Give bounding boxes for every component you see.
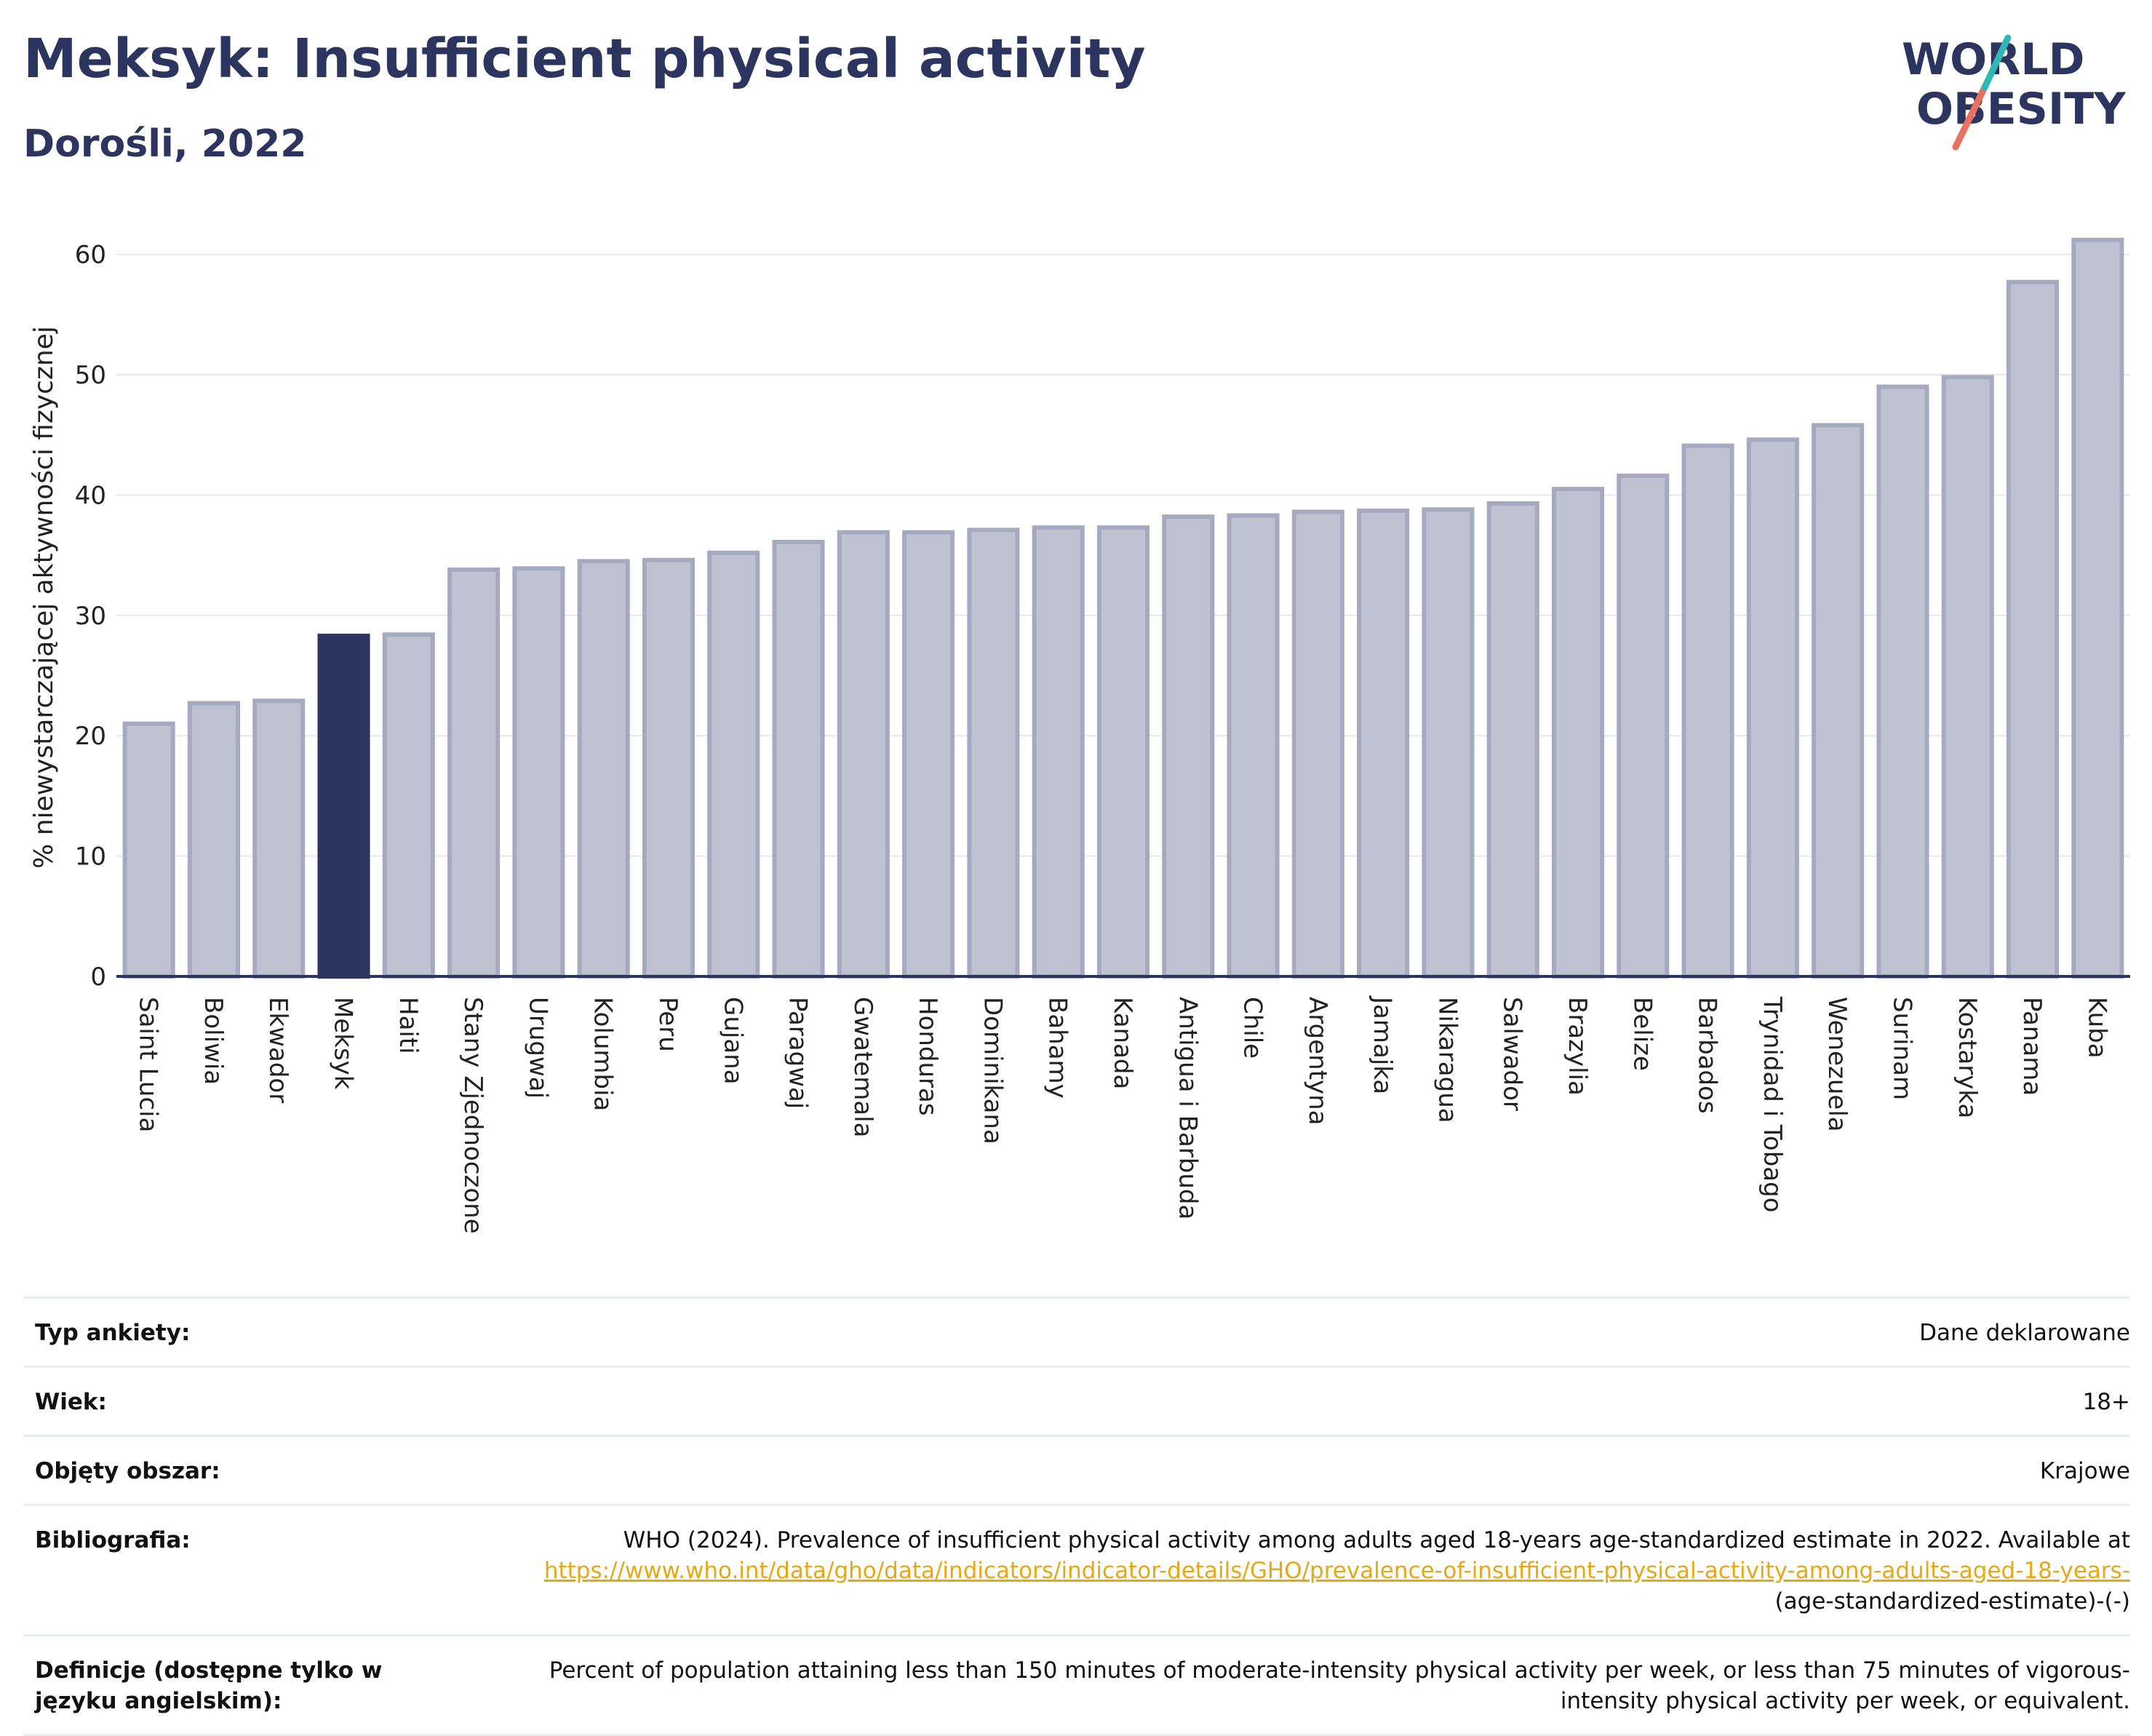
x-tick-label: Saint Lucia	[134, 997, 163, 1132]
meta-row-bibliography: Bibliografia: WHO (2024). Prevalence of …	[23, 1504, 2130, 1634]
bar	[772, 539, 825, 979]
bibliography-suffix: (age-standardized-estimate)-(-)	[1774, 1588, 2130, 1614]
bar	[1812, 423, 1865, 979]
bar	[1291, 509, 1344, 979]
meta-key: Objęty obszar:	[35, 1458, 220, 1484]
bar	[512, 566, 565, 979]
x-tick-label: Wenezuela	[1822, 997, 1852, 1132]
x-tick-label: Bahamy	[1043, 997, 1072, 1099]
bar	[317, 633, 370, 979]
y-tick-label: 10	[75, 843, 106, 872]
bar	[902, 530, 955, 979]
bar	[1162, 514, 1215, 979]
meta-value: Dane deklarowane	[1919, 1320, 2130, 1346]
bar	[1617, 473, 1670, 979]
x-tick-label: Salwador	[1498, 997, 1527, 1111]
x-tick-label: Belize	[1627, 997, 1657, 1071]
x-tick-label: Ekwador	[263, 997, 292, 1103]
bar	[1681, 443, 1734, 979]
x-tick-label: Trynidad i Tobago	[1758, 996, 1787, 1213]
bar	[1941, 375, 1994, 979]
x-tick-label: Barbados	[1693, 997, 1722, 1114]
y-axis-label: % niewystarczającej aktywności fizycznej	[29, 326, 59, 869]
bar	[252, 698, 306, 979]
bar-chart: 0 10 20 30 40 50 60 % niewystarczającej aktywno…	[29, 237, 2130, 1234]
logo-line2: OBESITY	[1916, 84, 2127, 135]
x-tick-label: Honduras	[913, 997, 942, 1116]
x-tick-label: Gwatemala	[848, 997, 877, 1137]
y-tick-label: 40	[75, 481, 106, 510]
meta-row-survey-type: Typ ankiety: Dane deklarowane	[23, 1297, 2130, 1366]
bar	[187, 701, 240, 979]
bar	[1096, 525, 1150, 979]
x-tick-label: Panama	[2017, 997, 2047, 1096]
x-tick-label: Dominikana	[978, 997, 1007, 1144]
bar	[1032, 525, 1085, 979]
bar	[122, 721, 175, 979]
x-tick-label: Paragwaj	[784, 997, 813, 1109]
x-tick-label: Boliwia	[199, 997, 228, 1085]
y-tick-label: 60	[75, 241, 106, 270]
bar	[1422, 507, 1475, 979]
meta-value: Percent of population attaining less tha…	[549, 1657, 2130, 1714]
x-tick-label: Peru	[653, 997, 682, 1052]
bar	[1746, 437, 1799, 979]
meta-key: Bibliografia:	[35, 1527, 191, 1553]
x-tick-label: Jamajka	[1368, 995, 1397, 1094]
y-tick-label: 50	[75, 361, 106, 390]
meta-row-coverage: Objęty obszar: Krajowe	[23, 1435, 2130, 1504]
meta-key: Wiek:	[35, 1389, 107, 1415]
bar	[2071, 237, 2124, 979]
bar	[382, 632, 435, 979]
meta-key: Typ ankiety:	[35, 1320, 191, 1346]
x-tick-label: Stany Zjednoczone	[458, 997, 487, 1234]
meta-row-definitions: Definicje (dostępne tylko w języku angie…	[23, 1634, 2130, 1736]
bar	[707, 550, 760, 979]
x-tick-label: Argentyna	[1303, 997, 1332, 1126]
meta-value: WHO (2024). Prevalence of insufficient p…	[530, 1525, 2130, 1617]
meta-value: Krajowe	[2039, 1458, 2130, 1484]
bar	[577, 559, 630, 979]
bar	[967, 527, 1020, 979]
x-tick-label: Chile	[1238, 997, 1267, 1059]
x-tick-label: Kuba	[2082, 997, 2111, 1059]
bar	[1876, 384, 1929, 979]
bar	[1357, 508, 1410, 979]
x-tick-label: Nikaragua	[1432, 997, 1462, 1123]
x-tick-label: Meksyk	[329, 997, 358, 1090]
bar	[1551, 487, 1605, 979]
meta-row-age: Wiek: 18+	[23, 1366, 2130, 1435]
page-title: Meksyk: Insufficient physical activity	[23, 28, 1146, 90]
world-obesity-logo: WORLD OBESITY	[1902, 34, 2127, 151]
x-tick-label: Kolumbia	[589, 997, 618, 1111]
bar	[2006, 279, 2060, 979]
x-tick-label: Brazylia	[1563, 997, 1592, 1096]
page-subtitle: Dorośli, 2022	[23, 122, 307, 166]
x-tick-label: Kanada	[1108, 997, 1137, 1089]
bar	[1227, 513, 1280, 979]
x-tick-label: Surinam	[1887, 997, 1916, 1100]
bibliography-link[interactable]: https://www.who.int/data/gho/data/indica…	[543, 1558, 2130, 1584]
x-tick-label: Antigua i Barbuda	[1173, 997, 1202, 1219]
bar	[447, 567, 501, 979]
y-tick-label: 30	[75, 602, 106, 631]
bibliography-text: WHO (2024). Prevalence of insufficient p…	[623, 1527, 2130, 1553]
bar	[642, 557, 696, 979]
bar	[1486, 501, 1539, 979]
y-tick-label: 0	[90, 963, 106, 992]
x-tick-label: Urugwaj	[523, 997, 552, 1099]
x-tick-label: Haiti	[394, 997, 423, 1054]
metadata-table: Typ ankiety: Dane deklarowane Wiek: 18+ …	[23, 1297, 2130, 1736]
x-tick-label: Kostaryka	[1953, 997, 1982, 1118]
x-tick-label: Gujana	[718, 997, 747, 1085]
y-tick-label: 20	[75, 722, 106, 751]
meta-key: Definicje (dostępne tylko w języku angie…	[35, 1657, 383, 1714]
meta-value: 18+	[2082, 1389, 2130, 1415]
bar	[837, 530, 890, 979]
